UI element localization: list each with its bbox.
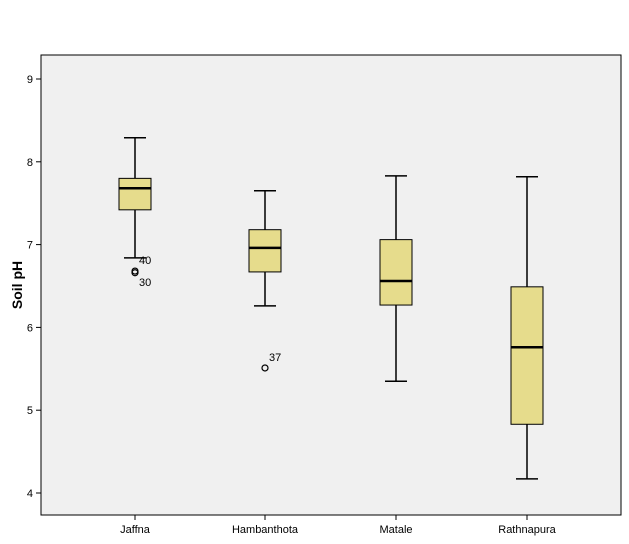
x-tick-label: Hambanthota — [232, 524, 299, 536]
outlier-label: 40 — [139, 255, 151, 267]
iqr-box — [510, 286, 544, 425]
iqr-box — [379, 239, 413, 306]
outlier-label: 37 — [269, 352, 281, 364]
y-tick-label: 5 — [27, 405, 33, 417]
x-tick-label: Matale — [379, 524, 412, 536]
outlier-point — [261, 364, 269, 372]
y-tick-label: 9 — [27, 74, 33, 86]
box-matale — [379, 175, 413, 382]
y-tick-label: 6 — [27, 322, 33, 334]
outlier-label: 30 — [139, 277, 151, 289]
y-tick-label: 8 — [27, 157, 33, 169]
plot-area — [40, 54, 622, 516]
x-tick-label: Rathnapura — [498, 524, 556, 536]
y-axis-label: Soil pH — [9, 261, 25, 309]
y-tick-label: 4 — [27, 488, 33, 500]
outlier-point — [131, 269, 139, 277]
y-tick-label: 7 — [27, 240, 33, 252]
box-jaffna: 40 30 — [118, 137, 152, 289]
box-rathnapura — [510, 175, 544, 480]
box-hambanthota: 37 — [248, 190, 282, 372]
iqr-box — [118, 177, 152, 211]
iqr-box — [248, 229, 282, 273]
x-tick-label: Jaffna — [120, 524, 151, 536]
